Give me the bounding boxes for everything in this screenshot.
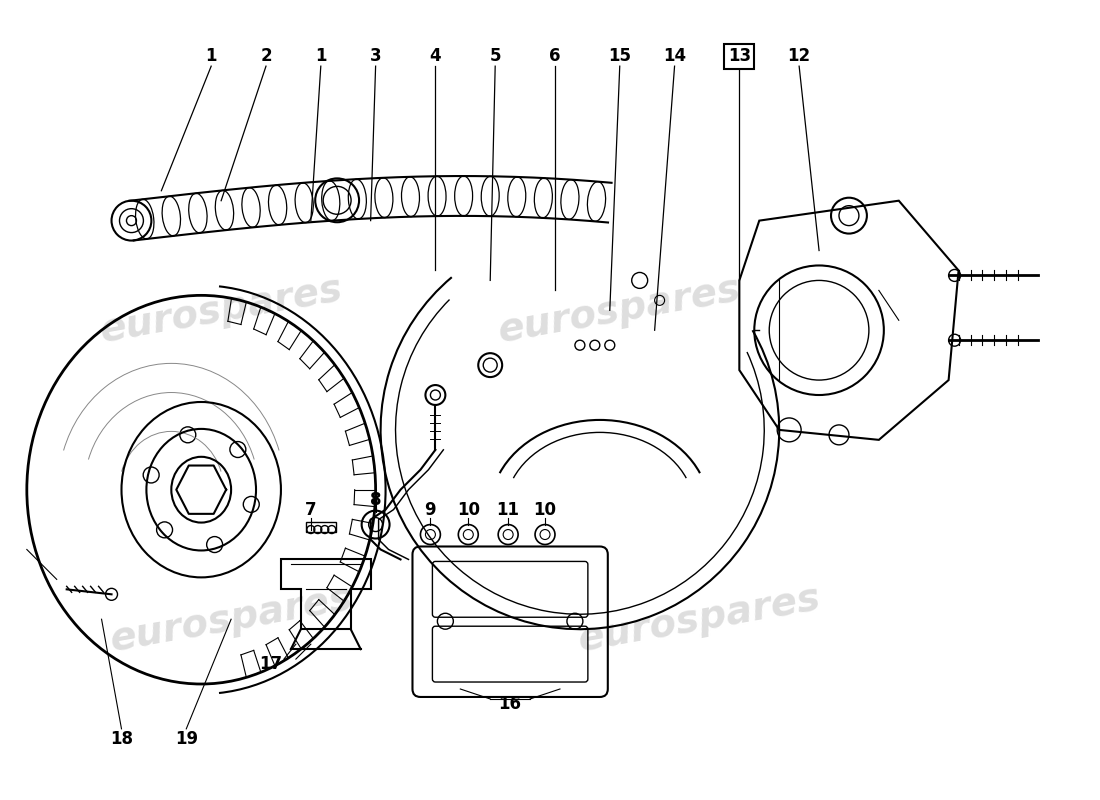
Text: 16: 16 (498, 695, 521, 713)
Text: 9: 9 (425, 501, 437, 518)
Text: 6: 6 (549, 47, 561, 65)
Text: 3: 3 (370, 47, 382, 65)
Text: 12: 12 (788, 47, 811, 65)
Text: eurospares: eurospares (107, 579, 355, 659)
Text: 1: 1 (315, 47, 327, 65)
Text: eurospares: eurospares (97, 270, 345, 350)
Text: 8: 8 (370, 490, 382, 509)
Text: 17: 17 (260, 655, 283, 673)
Text: 7: 7 (305, 501, 317, 518)
Text: 2: 2 (261, 47, 272, 65)
Text: 11: 11 (496, 501, 519, 518)
Text: 13: 13 (728, 47, 751, 65)
Text: eurospares: eurospares (495, 270, 744, 350)
Text: eurospares: eurospares (575, 579, 824, 659)
Text: 19: 19 (175, 730, 198, 748)
Text: 10: 10 (534, 501, 557, 518)
Text: 18: 18 (110, 730, 133, 748)
Text: 5: 5 (490, 47, 500, 65)
Text: 15: 15 (608, 47, 631, 65)
Text: 10: 10 (456, 501, 480, 518)
Text: 1: 1 (206, 47, 217, 65)
Text: 4: 4 (430, 47, 441, 65)
Text: 14: 14 (663, 47, 686, 65)
Bar (306, 522, 336, 531)
